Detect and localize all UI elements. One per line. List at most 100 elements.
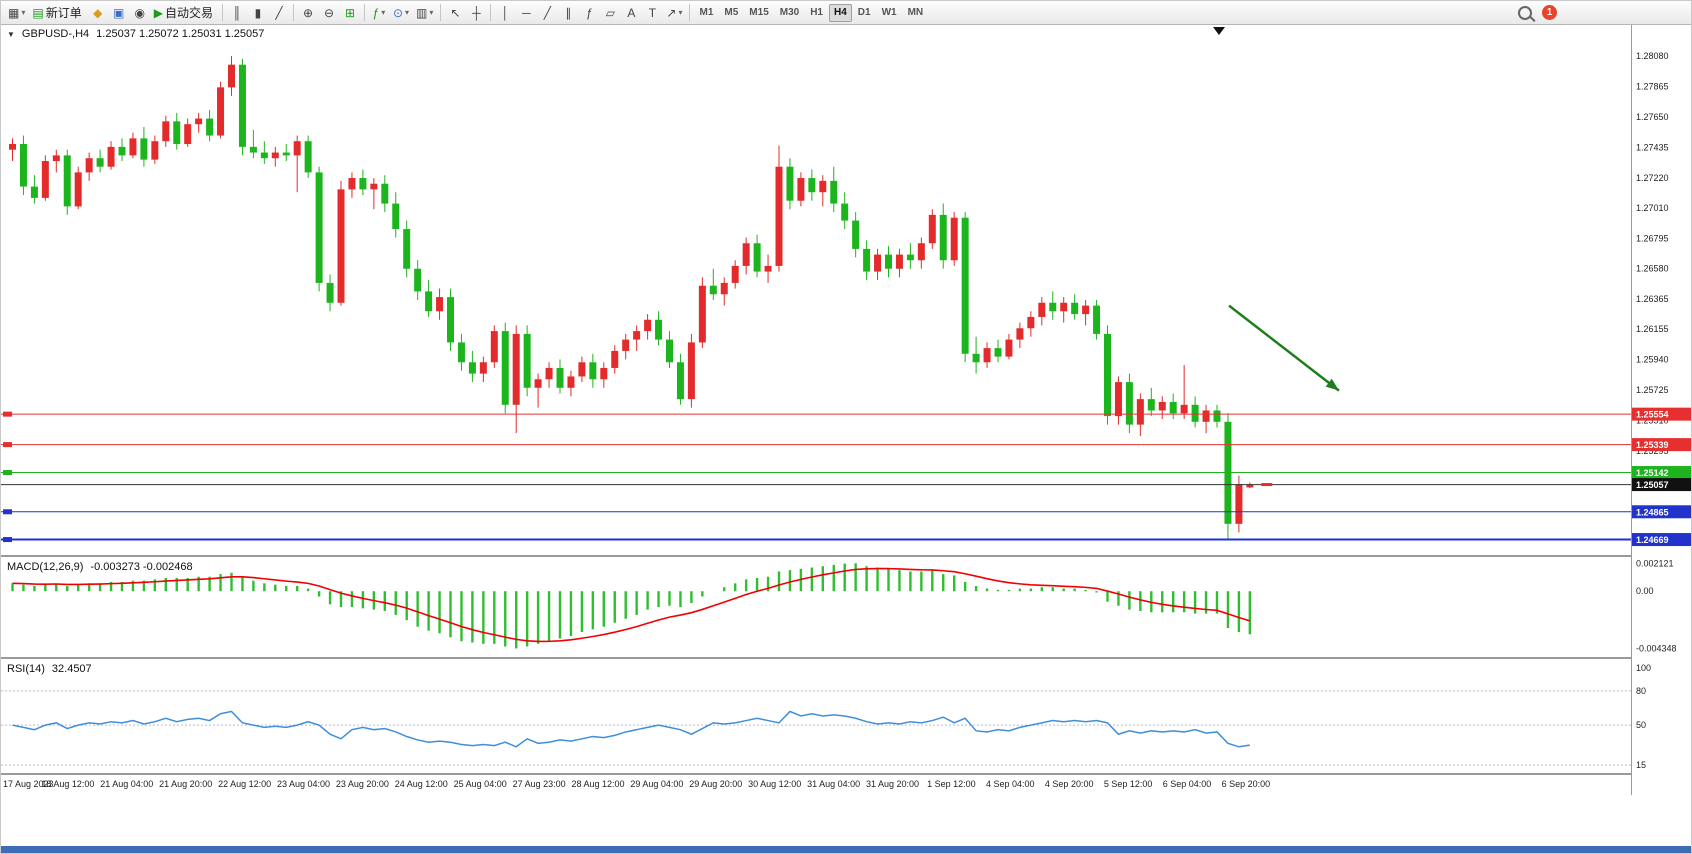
fibonacci-button[interactable]: ƒ	[579, 3, 599, 23]
time-label: 22 Aug 12:00	[218, 779, 271, 789]
price-tick-label: 1.27435	[1636, 143, 1669, 153]
hline-handle	[3, 470, 12, 476]
time-label: 31 Aug 20:00	[866, 779, 919, 789]
arrows-icon: ↗	[666, 5, 677, 20]
toolbar-separator	[292, 4, 294, 21]
chart-shift-marker[interactable]	[1213, 27, 1225, 35]
pane-separator[interactable]	[1, 657, 1691, 659]
cursor-icon: ↖	[450, 5, 461, 20]
main-chart[interactable]	[1, 25, 1631, 555]
indicators-icon: ƒ	[372, 5, 380, 20]
arrows-button[interactable]: ↗ ▾	[663, 3, 685, 23]
macd-label: MACD(12,26,9) -0.003273 -0.002468	[7, 561, 193, 573]
horizontal-line-button[interactable]: ─	[516, 3, 536, 23]
hline-handle	[3, 537, 12, 543]
data-window-icon: ▣	[113, 5, 125, 20]
macd-tick-label: 0.00	[1636, 586, 1654, 596]
symbol-ohlc: 1.25037 1.25072 1.25031 1.25057	[96, 28, 265, 40]
symbol-title: GBPUSD-,H4	[21, 28, 90, 40]
timeframe-d1[interactable]: D1	[853, 4, 876, 22]
timeframe-m1[interactable]: M1	[694, 4, 718, 22]
templates-button[interactable]: ▥ ▾	[413, 3, 436, 23]
candlestick-button[interactable]: ▮	[248, 3, 268, 23]
price-tick-label: 1.28080	[1636, 51, 1669, 61]
data-window-button[interactable]: ▣	[109, 3, 129, 23]
indicators-button[interactable]: ƒ ▾	[369, 3, 389, 23]
navigator-button[interactable]: ◉	[130, 3, 150, 23]
price-tick-label: 1.27220	[1636, 173, 1669, 183]
new-order-label: 新订单	[45, 6, 82, 20]
timeframe-h4[interactable]: H4	[829, 3, 852, 22]
macd-signal-line	[12, 567, 1251, 643]
macd-name: MACD(12,26,9)	[7, 561, 84, 573]
chevron-down-icon: ▾	[21, 7, 26, 17]
autotrading-label: 自动交易	[164, 6, 213, 20]
pane-separator[interactable]	[1, 555, 1691, 557]
rsi-line	[12, 710, 1250, 748]
timeframe-m30[interactable]: M30	[775, 4, 804, 22]
market-watch-icon: ◆	[93, 5, 103, 20]
crosshair-icon: ┼	[472, 5, 481, 20]
price-line-label	[1632, 505, 1691, 519]
channel-icon: ∥	[565, 5, 572, 20]
time-label: 24 Aug 12:00	[395, 779, 448, 789]
time-label: 5 Sep 12:00	[1104, 779, 1153, 789]
search-icon[interactable]	[1518, 5, 1532, 20]
toolbar-separator	[440, 4, 442, 21]
rsi-tick-label: 15	[1636, 760, 1646, 770]
clock-icon: ⊙	[392, 5, 404, 20]
time-label: 30 Aug 12:00	[748, 779, 801, 789]
bar-chart-button[interactable]: ║	[227, 3, 247, 23]
zoom-out-button[interactable]: ⊖	[319, 3, 339, 23]
cursor-button[interactable]: ↖	[445, 3, 465, 23]
time-label: 6 Sep 20:00	[1222, 779, 1271, 789]
chevron-down-icon: ▾	[405, 7, 410, 17]
timeframe-m15[interactable]: M15	[744, 4, 773, 22]
text-button[interactable]: A	[621, 3, 641, 23]
notification-badge[interactable]: 1	[1542, 5, 1557, 20]
timeframe-m5[interactable]: M5	[719, 4, 743, 22]
shapes-button[interactable]: ▱	[600, 3, 620, 23]
collapse-icon[interactable]: ▼	[7, 29, 15, 39]
time-label: 4 Sep 20:00	[1045, 779, 1094, 789]
svg-text:1.25142: 1.25142	[1636, 468, 1669, 478]
horizontal-line-icon: ─	[522, 5, 531, 20]
time-label: 4 Sep 04:00	[986, 779, 1035, 789]
rsi-pane[interactable]	[1, 659, 1631, 773]
timeframe-mn[interactable]: MN	[903, 4, 929, 22]
tile-windows-button[interactable]: ⊞	[340, 3, 360, 23]
toolbar-separator	[363, 4, 365, 21]
periods-button[interactable]: ⊙ ▾	[390, 3, 412, 23]
time-label: 25 Aug 04:00	[454, 779, 507, 789]
candles	[9, 56, 1254, 540]
price-axis[interactable]: 1.28080 1.27865 1.27650 1.27435 1.27220 1.270…	[1631, 25, 1692, 795]
market-watch-button[interactable]: ◆	[88, 3, 108, 23]
new-order-button[interactable]: ▤ 新订单	[29, 3, 86, 23]
channel-button[interactable]: ∥	[558, 3, 578, 23]
vertical-line-button[interactable]: │	[495, 3, 515, 23]
svg-text:1.24865: 1.24865	[1636, 507, 1669, 517]
line-chart-button[interactable]: ╱	[269, 3, 289, 23]
timeframe-w1[interactable]: W1	[877, 4, 902, 22]
macd-pane[interactable]	[1, 557, 1631, 657]
new-chart-button[interactable]: ▦ ▾	[5, 3, 28, 23]
time-label: 17 Aug 2023	[3, 779, 54, 789]
price-line-label	[1632, 407, 1691, 421]
timeframe-h1[interactable]: H1	[805, 4, 828, 22]
zoom-in-button[interactable]: ⊕	[298, 3, 318, 23]
autotrading-button[interactable]: ▶ 自动交易	[151, 3, 218, 23]
time-label: 29 Aug 04:00	[630, 779, 683, 789]
pane-separator	[1, 773, 1691, 775]
toolbar: ▦ ▾ ▤ 新订单 ◆ ▣ ◉ ▶ 自动交易 ║ ▮ ╱	[1, 1, 1691, 25]
rsi-tick-label: 100	[1636, 663, 1651, 673]
text-label-button[interactable]: T	[642, 3, 662, 23]
trend-arrow[interactable]	[1228, 304, 1340, 392]
crosshair-button[interactable]: ┼	[466, 3, 486, 23]
fibonacci-icon: ƒ	[586, 5, 593, 20]
navigator-icon: ◉	[134, 5, 145, 20]
trendline-button[interactable]: ╱	[537, 3, 557, 23]
time-label: 21 Aug 04:00	[100, 779, 153, 789]
time-label: 18 Aug 12:00	[41, 779, 94, 789]
